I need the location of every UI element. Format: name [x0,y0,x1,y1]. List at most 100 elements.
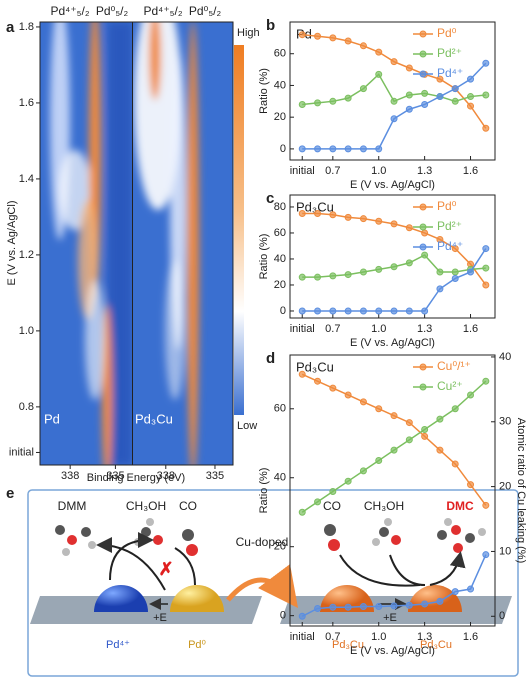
legend-marker [419,223,427,231]
y2-tick-label: 40 [499,351,511,363]
site-label: Pd₃Cu [420,639,452,651]
point [314,32,322,40]
point [390,602,398,610]
point [467,102,475,110]
blocked-mark: ✗ [158,559,173,579]
point [344,37,352,45]
x-tick-label: 0.7 [325,165,340,177]
legend-marker [419,363,427,371]
molecules [55,518,486,556]
panel-label: Pd₃Cu [135,411,173,426]
heatmap-pd [40,22,132,465]
x-tick-label: 1.6 [463,631,478,643]
point [344,213,352,221]
point [390,263,398,271]
point [298,100,306,108]
point [405,259,413,267]
x-tick-label: 338 [61,470,79,482]
x-axis-label: E (V vs. Ag/AgCl) [350,179,435,191]
x-tick-label: 335 [206,470,224,482]
panel-label: Pd [44,411,60,426]
point [344,477,352,485]
point [359,215,367,223]
panel-letter: d [266,350,275,367]
x-tick-label: initial [290,323,315,335]
point [329,307,337,315]
y2-tick-label: 0 [499,610,505,622]
transition-arrow [226,564,299,608]
point [329,603,337,611]
x-axis-label: E (V vs. Ag/AgCl) [350,645,435,657]
legend-label: Pd²⁺ [437,46,462,60]
y-axis-label: Ratio (%) [258,468,270,514]
point [451,460,459,468]
peak-label: Pd⁰₅/₂ [189,4,222,18]
legend-label: Pd⁰ [437,26,457,40]
point [359,268,367,276]
chart-title: Pd₃Cu [296,359,334,374]
point [329,488,337,496]
frame [289,354,496,627]
point [482,377,490,385]
arrow-label: +E [383,612,397,624]
point [390,220,398,228]
x-axis-label: Binding Energy (eV) [87,472,185,484]
point [298,508,306,516]
point [436,446,444,454]
legend-marker [419,50,427,58]
arrow [109,532,154,581]
x-tick-label: 1.0 [371,165,386,177]
point [298,145,306,153]
point [421,432,429,440]
molecule-label: CO [179,499,197,513]
point [329,145,337,153]
panel-letter: e [6,485,14,502]
point [314,498,322,506]
arrow [429,551,466,586]
point [344,307,352,315]
point [314,145,322,153]
x-tick-label: 1.3 [417,165,432,177]
point [436,75,444,83]
y-tick-label: 40 [274,472,286,484]
point [451,97,459,105]
colorbar-low: Low [237,420,257,432]
y-tick-label: 1.2 [19,249,34,261]
point [436,268,444,276]
point [451,268,459,276]
y-tick-label: 80 [274,201,286,213]
point [329,384,337,392]
point [421,600,429,608]
point [359,145,367,153]
x-tick-label: 1.6 [463,323,478,335]
point [359,85,367,93]
point [298,612,306,620]
legend-marker [419,70,427,78]
point [314,273,322,281]
y-tick-label: 40 [274,253,286,265]
point [405,64,413,72]
series-line [301,373,487,506]
point [451,588,459,596]
point [467,75,475,83]
y-axis-label: Ratio (%) [258,234,270,280]
x-tick-label: 1.0 [371,323,386,335]
point [405,436,413,444]
molecule-label: CH₃OH [126,499,166,513]
y-tick-label: initial [9,446,34,458]
arrow [339,554,421,587]
panel-letter: b [266,17,275,34]
legend-marker [419,30,427,38]
molecule-label: CH₃OH [364,499,404,513]
colorbar-high: High [237,27,260,39]
y-tick-label: 1.8 [19,21,34,33]
x-tick-label: 1.3 [417,323,432,335]
point [436,597,444,605]
point [359,603,367,611]
point [421,425,429,433]
point [482,124,490,132]
point [359,42,367,50]
point [359,467,367,475]
panel-letter: a [6,19,15,36]
